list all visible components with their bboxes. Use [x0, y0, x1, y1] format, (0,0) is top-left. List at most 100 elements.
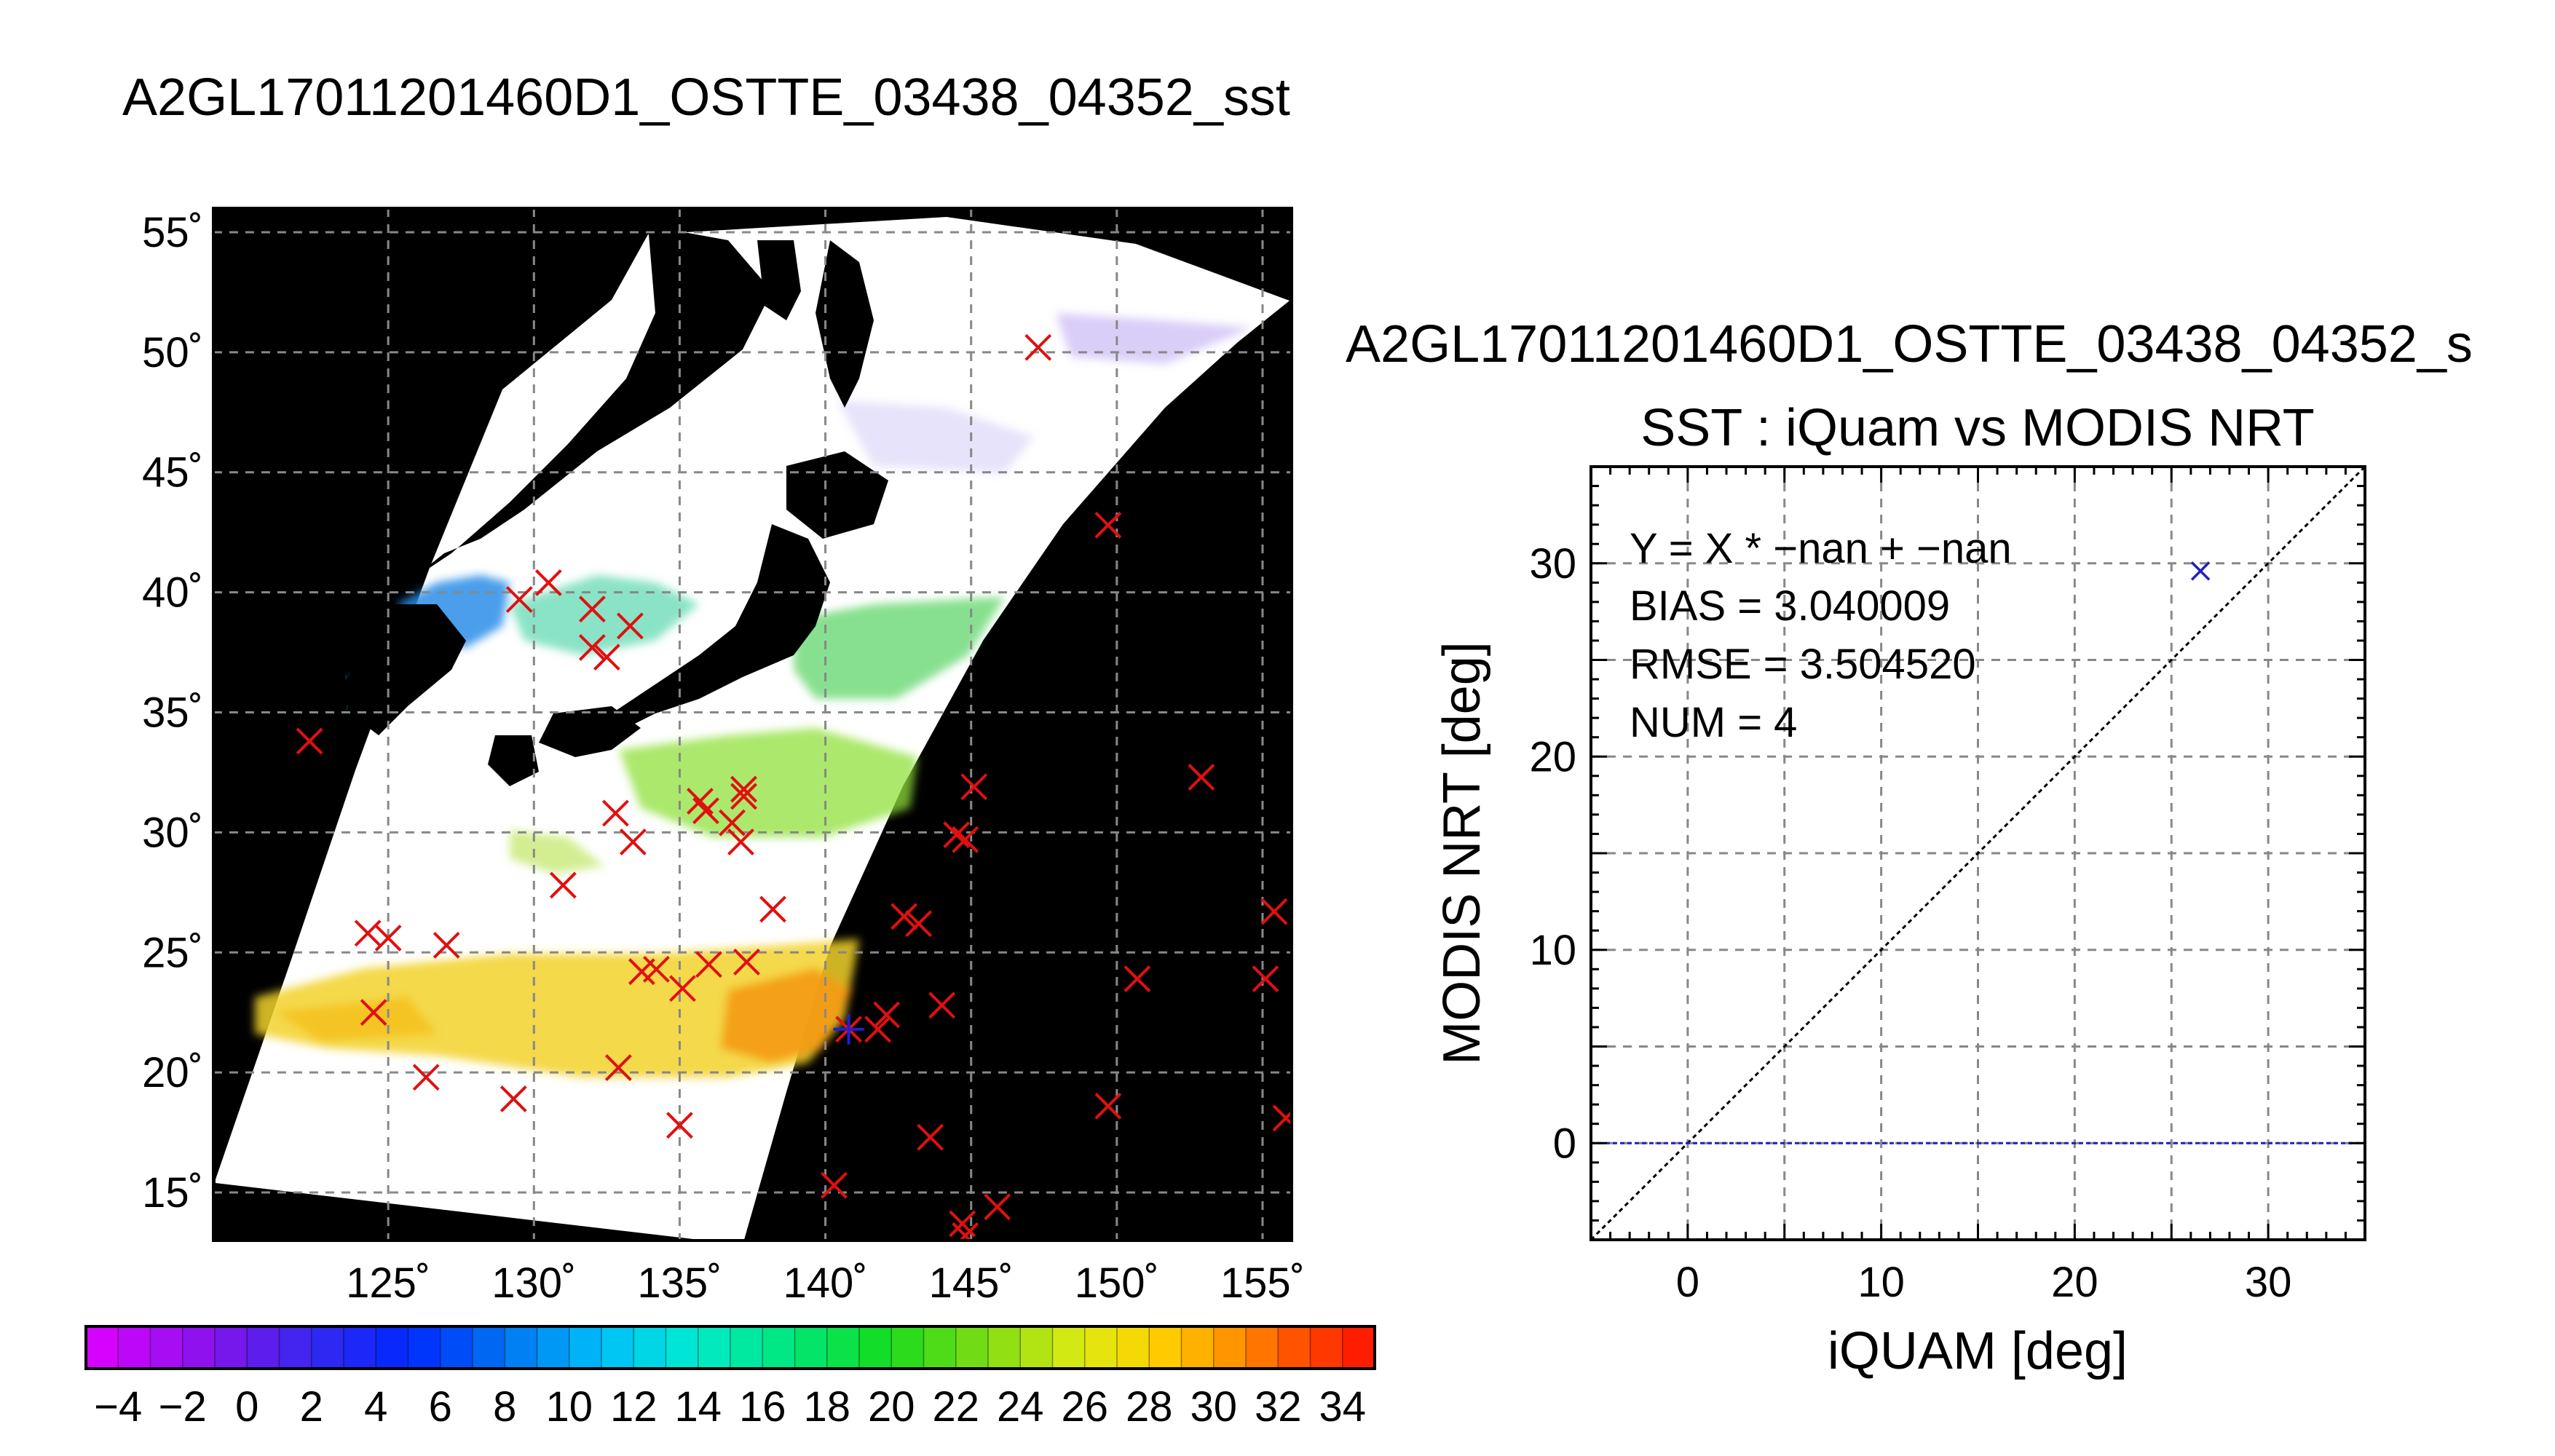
- colorbar-swatch: [1310, 1326, 1343, 1369]
- colorbar-swatch: [1213, 1326, 1247, 1369]
- colorbar-swatch: [1084, 1326, 1118, 1369]
- map-marker: [727, 828, 754, 856]
- map-marker: [1188, 764, 1215, 791]
- colorbar-tick-label: 10: [545, 1383, 593, 1431]
- map-marker: [534, 569, 562, 596]
- map-marker: [730, 783, 757, 810]
- colorbar-swatch: [955, 1326, 989, 1369]
- map-marker: [578, 596, 606, 623]
- sst-patch-japan-sea-green: [510, 575, 699, 655]
- colorbar-swatch: [408, 1326, 441, 1369]
- colorbar-tick-label: 14: [674, 1383, 722, 1431]
- land-honshu: [612, 524, 830, 728]
- colorbar-swatch: [762, 1326, 796, 1369]
- scatter-tick-marks: [1590, 465, 2366, 1241]
- colorbar-swatch: [537, 1326, 570, 1369]
- scatter-points: [2190, 561, 2211, 581]
- map-lon-tick-label: 140˚: [783, 1259, 868, 1307]
- colorbar-swatch: [118, 1326, 151, 1369]
- map-marker: [593, 644, 620, 671]
- map-marker: [499, 1085, 527, 1112]
- map-marker: [733, 949, 760, 976]
- colorbar-tick-label: 22: [932, 1383, 979, 1431]
- map-lat-tick-label: 55˚: [142, 209, 203, 256]
- map-lat-tick-label: 45˚: [142, 449, 203, 496]
- map-marker: [905, 910, 933, 938]
- map-marker: [960, 773, 988, 801]
- map-marker: [695, 951, 722, 978]
- colorbar-swatch: [1342, 1326, 1375, 1369]
- land-korea-peninsula: [342, 604, 466, 735]
- sst-patch-warm-west: [277, 997, 437, 1041]
- map-marker: [642, 955, 670, 983]
- stats-bias: BIAS = 3.040009: [1630, 582, 1950, 630]
- colorbar-tick-label: 30: [1190, 1383, 1237, 1431]
- colorbar-swatch: [1149, 1326, 1182, 1369]
- colorbar-swatch: [311, 1326, 344, 1369]
- colorbar-swatch: [1117, 1326, 1150, 1369]
- map-tick-labels: 125˚ 130˚ 135˚ 140˚ 145˚ 150˚ 155˚ 15˚ 20˚ 25˚ 30˚…: [142, 209, 1305, 1307]
- scatter-y-tick-label: 0: [1553, 1120, 1576, 1167]
- scatter-x-tick-label: 20: [2051, 1259, 2098, 1306]
- colorbar-swatch: [1181, 1326, 1215, 1369]
- scatter-point: [2190, 561, 2211, 581]
- colorbar-swatch: [1246, 1326, 1279, 1369]
- colorbar-swatch: [1020, 1326, 1054, 1369]
- land-china-korea: [213, 208, 655, 1056]
- scatter-x-tick-label: 10: [1857, 1259, 1905, 1306]
- stats-rmse: RMSE = 3.504520: [1630, 641, 1976, 688]
- colorbar-tick-label: 26: [1061, 1383, 1108, 1431]
- colorbar-tick-label: 18: [803, 1383, 850, 1431]
- map-lon-tick-label: 150˚: [1075, 1259, 1159, 1307]
- map-marker: [952, 1222, 979, 1241]
- map-marker: [984, 1193, 1011, 1221]
- map-lon-tick-label: 125˚: [346, 1259, 430, 1307]
- map-marker: [669, 975, 696, 1002]
- colorbar-swatch: [150, 1326, 183, 1369]
- map-lat-tick-label: 50˚: [142, 329, 203, 376]
- map-marker: [505, 586, 533, 613]
- sst-field: [255, 313, 1252, 1077]
- colorbar-swatch: [440, 1326, 473, 1369]
- land-kyushu-south: [488, 735, 539, 786]
- colorbar-swatch: [666, 1326, 699, 1369]
- map-panel: 125˚ 130˚ 135˚ 140˚ 145˚ 150˚ 155˚ 15˚ 20˚ 25˚ 30˚…: [142, 207, 1305, 1307]
- colorbar-swatch: [344, 1326, 376, 1369]
- colorbar-swatch: [376, 1326, 409, 1369]
- colorbar-tick-label: 16: [739, 1383, 786, 1431]
- map-marker: [604, 1054, 632, 1081]
- map-markers: [296, 333, 1292, 1241]
- map-marker: [864, 1016, 892, 1043]
- map-marker: [1272, 1104, 1292, 1132]
- colorbar-tick-label: 8: [493, 1383, 516, 1431]
- colorbar-swatch: [891, 1326, 925, 1369]
- map-marker: [873, 1001, 901, 1029]
- stats-num: NUM = 4: [1630, 699, 1797, 746]
- sst-patch-warm-core: [721, 968, 852, 1063]
- map-marker: [1260, 898, 1288, 925]
- figure-title: A2GL17011201460D1_OSTTE_03438_04352_sst: [122, 68, 1290, 127]
- stats-regression: Y = X * −nan + −nan: [1630, 525, 2012, 572]
- stats-box: Y = X * −nan + −nan BIAS = 3.040009 RMSE…: [1630, 525, 2012, 746]
- map-marker: [821, 1171, 848, 1199]
- scatter-header: A2GL17011201460D1_OSTTE_03438_04352_s: [1346, 315, 2473, 373]
- colorbar-frame: [84, 1325, 1376, 1370]
- colorbar-swatch: [633, 1326, 667, 1369]
- colorbar-swatch: [1052, 1326, 1086, 1369]
- map-marker: [1094, 511, 1122, 539]
- colorbar-swatch: [279, 1326, 312, 1369]
- land-sakhalin-north: [757, 240, 801, 320]
- map-marker: [601, 799, 629, 827]
- map-marker: [719, 809, 746, 836]
- map-marker: [1024, 333, 1052, 361]
- colorbar-swatch: [601, 1326, 634, 1369]
- scatter-y-tick-label: 20: [1529, 733, 1576, 780]
- map-lat-tick-label: 40˚: [142, 569, 203, 617]
- colorbar-swatch: [247, 1326, 280, 1369]
- colorbar-tick-label: 4: [364, 1383, 387, 1431]
- colorbar-tick-label: 20: [868, 1383, 915, 1431]
- map-marker: [730, 775, 757, 803]
- map-marker: [360, 999, 387, 1026]
- map-marker: [578, 634, 606, 661]
